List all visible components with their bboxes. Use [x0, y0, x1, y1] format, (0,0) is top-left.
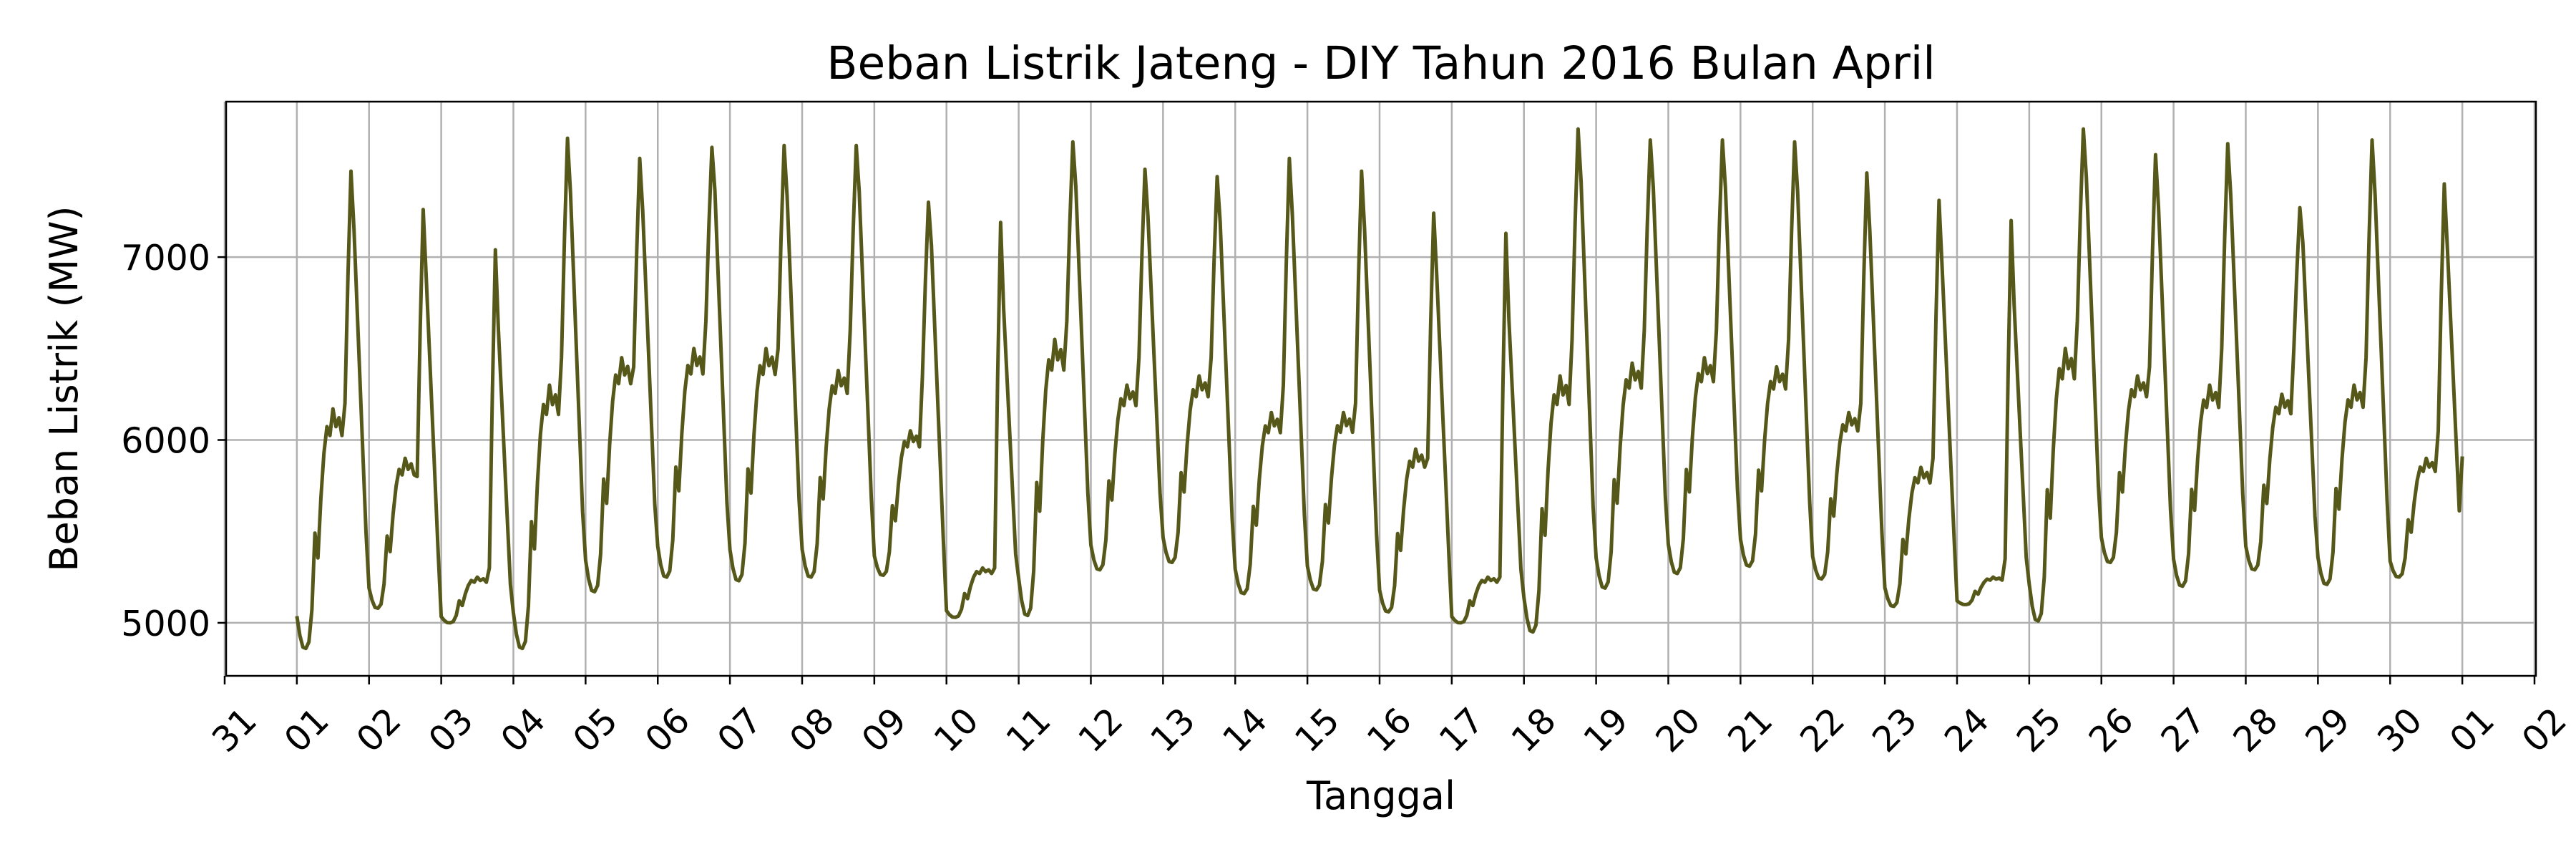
- plot-area-frame: [225, 100, 2537, 677]
- y-tick-label: 6000: [121, 421, 210, 462]
- series-layer: [295, 127, 2464, 651]
- y-tick-label: 5000: [121, 604, 210, 644]
- series-line: [295, 127, 2464, 651]
- x-axis-label: Tanggal: [1306, 773, 1455, 818]
- y-tick-label: 7000: [121, 238, 210, 279]
- y-axis-label: Beban Listrik (MW): [42, 205, 87, 571]
- chart-title: Beban Listrik Jateng - DIY Tahun 2016 Bu…: [826, 37, 1936, 89]
